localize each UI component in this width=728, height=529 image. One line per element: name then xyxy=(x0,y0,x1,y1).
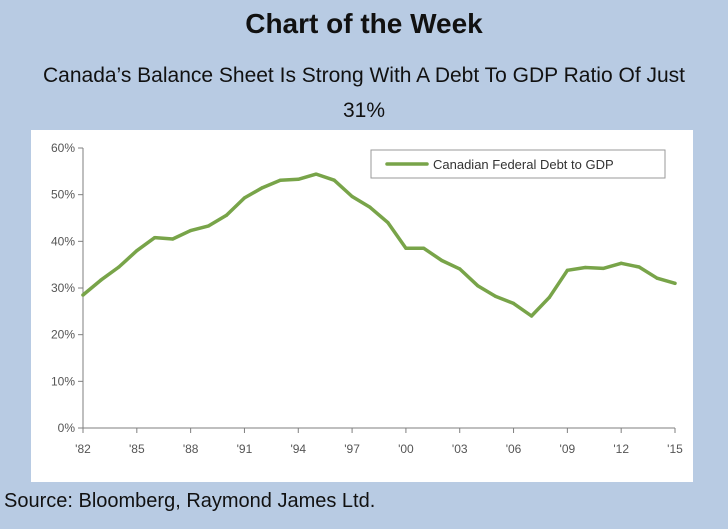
x-tick-label: '15 xyxy=(667,442,683,456)
chart-panel: 0% 10% 20% 30% 40% 50% 60% '82'85'88'91'94'97 '… xyxy=(31,130,693,482)
y-tick-label: 40% xyxy=(51,234,75,248)
data-point xyxy=(135,249,139,253)
x-tick-label: '85 xyxy=(129,442,145,456)
data-point xyxy=(117,265,121,269)
data-point xyxy=(601,266,605,270)
x-tick-label: '94 xyxy=(290,442,306,456)
x-tick-label: '03 xyxy=(452,442,468,456)
legend: Canadian Federal Debt to GDP xyxy=(370,149,666,179)
data-point xyxy=(296,177,300,181)
series-layer xyxy=(81,172,677,318)
data-point xyxy=(278,178,282,182)
data-point xyxy=(583,265,587,270)
data-point xyxy=(440,258,444,263)
source-note: Source: Bloomberg, Raymond James Ltd. xyxy=(4,490,376,512)
data-point xyxy=(422,246,426,250)
data-point xyxy=(565,268,569,272)
series-line xyxy=(81,172,677,318)
y-axis: 0% 10% 20% 30% 40% 50% 60% xyxy=(51,141,84,435)
y-tick-label: 20% xyxy=(51,328,75,342)
y-tick-label: 50% xyxy=(51,188,75,202)
line-chart: 0%10%20%30%40%50%60% '82'85'88'91'94'97 '… xyxy=(51,141,683,456)
data-point xyxy=(314,172,318,176)
data-point xyxy=(368,205,372,209)
page-subtitle: Canada’s Balance Sheet Is Strong With A … xyxy=(42,64,686,122)
y-tick-label: 10% xyxy=(51,374,75,388)
x-tick-label: '09 xyxy=(560,442,576,456)
data-point xyxy=(242,196,247,200)
data-point xyxy=(171,237,175,241)
y-tick-label: 0% xyxy=(58,421,76,435)
data-point xyxy=(547,295,552,299)
data-point xyxy=(476,284,480,288)
y-tick-label: 60% xyxy=(51,141,75,155)
data-point xyxy=(260,186,264,190)
x-tick-label: '06 xyxy=(506,442,522,456)
x-tick-label: '91 xyxy=(237,442,253,456)
data-point xyxy=(511,301,516,305)
page-title: Chart of the Week xyxy=(245,8,483,39)
data-point xyxy=(458,267,462,271)
x-tick-label: '97 xyxy=(344,442,360,456)
data-point xyxy=(81,293,85,297)
legend-label: Canadian Federal Debt to GDP xyxy=(433,157,614,172)
data-point xyxy=(619,261,623,265)
data-point xyxy=(206,224,211,228)
x-tick-label: '12 xyxy=(613,442,629,456)
data-point xyxy=(332,178,336,182)
data-point xyxy=(350,194,354,199)
data-point xyxy=(99,278,103,282)
y-tick-label: 30% xyxy=(51,281,75,295)
data-point xyxy=(673,281,677,285)
data-point xyxy=(386,221,390,225)
x-tick-label: '00 xyxy=(398,442,414,456)
data-point xyxy=(189,229,193,233)
x-axis: '82 '85 '88 '91 '94 '97 '00 '03 '06 '09 '12 '15 xyxy=(75,427,683,456)
data-point xyxy=(404,246,408,250)
data-point xyxy=(153,236,157,240)
data-point xyxy=(637,265,641,269)
x-tick-label: '88 xyxy=(183,442,199,456)
data-point xyxy=(494,294,498,298)
data-point xyxy=(529,314,534,318)
x-tick-label: '82 xyxy=(75,442,91,456)
data-point xyxy=(655,276,659,280)
data-point xyxy=(224,213,229,217)
